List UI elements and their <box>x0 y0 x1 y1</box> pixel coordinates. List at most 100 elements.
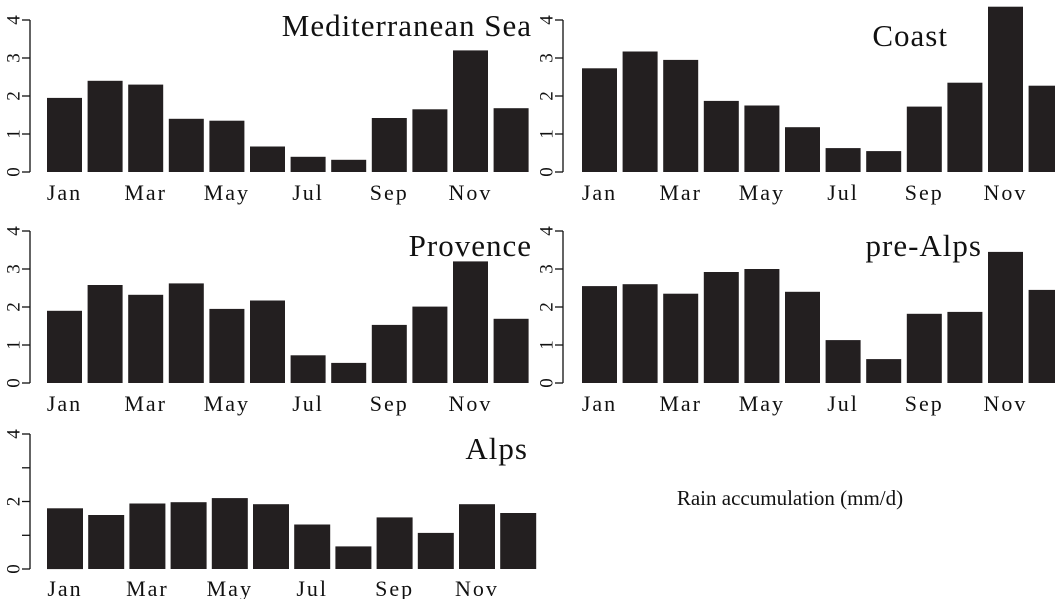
bar-sep <box>371 118 407 172</box>
chart-panel-3: 0 1 2 3 4 Jan Mar May Jul Sep Nov Provence <box>3 226 532 416</box>
bar-jan <box>582 286 617 383</box>
x-tick-label-sep: Sep <box>370 180 409 205</box>
bar-mar <box>663 59 699 172</box>
bar-dec <box>493 318 529 383</box>
x-tick-label-jul: Jul <box>827 180 859 205</box>
bar-jan <box>47 310 82 383</box>
y-tick-label: 0 <box>536 167 557 177</box>
chart-panel-5: 0 2 4 Jan Mar May Jul Sep Nov Alps <box>3 429 537 599</box>
bar-may <box>209 120 245 172</box>
bar-jul <box>290 355 326 383</box>
panel-title: Provence <box>409 228 532 263</box>
bar-apr <box>168 118 204 172</box>
chart-panel-2: 0 1 2 3 4 Jan Mar May Jul Sep Nov Coast <box>536 6 1055 205</box>
y-tick-label: 2 <box>3 302 24 312</box>
bar-dec <box>500 513 537 569</box>
bar-jun <box>253 504 289 569</box>
bar-sep <box>906 313 942 383</box>
bar-jul <box>290 156 326 172</box>
bar-jun <box>785 291 820 383</box>
y-tick-label: 3 <box>3 264 24 274</box>
panel-title: Alps <box>465 431 528 466</box>
x-tick-label-nov: Nov <box>984 180 1028 205</box>
bar-dec <box>493 108 529 172</box>
y-tick-label: 0 <box>3 167 24 177</box>
bar-nov <box>453 50 488 172</box>
x-tick-label-may: May <box>204 180 250 205</box>
x-tick-label-may: May <box>204 391 250 416</box>
bar-jan <box>47 97 82 172</box>
x-tick-label-sep: Sep <box>370 391 409 416</box>
x-tick-label-may: May <box>207 576 253 599</box>
bar-feb <box>622 284 658 383</box>
x-tick-label-may: May <box>739 180 785 205</box>
x-tick-label-jan: Jan <box>47 180 82 205</box>
panel-title: Coast <box>872 18 948 53</box>
bar-jan <box>47 508 83 570</box>
bar-jan <box>582 68 617 172</box>
bar-feb <box>87 285 123 383</box>
bar-dec <box>1028 85 1055 172</box>
bar-aug <box>866 359 902 383</box>
bar-aug <box>866 151 902 172</box>
bar-oct <box>412 109 448 172</box>
panel-title: pre-Alps <box>866 228 982 263</box>
bar-jun <box>785 127 820 172</box>
bar-jun <box>250 146 285 172</box>
bar-apr <box>168 283 204 383</box>
x-tick-label-jan: Jan <box>582 391 617 416</box>
bar-may <box>744 269 780 383</box>
x-tick-label-mar: Mar <box>659 180 702 205</box>
x-tick-label-nov: Nov <box>449 391 493 416</box>
bar-nov <box>453 261 488 383</box>
bar-jun <box>250 300 285 383</box>
bar-mar <box>129 503 166 569</box>
bar-may <box>211 498 248 569</box>
y-tick-label: 4 <box>3 15 24 25</box>
y-tick-label: 4 <box>536 226 557 236</box>
bar-apr <box>703 272 739 383</box>
bar-jul <box>825 340 861 383</box>
bar-mar <box>663 293 699 383</box>
bar-sep <box>906 106 942 172</box>
x-tick-label-jul: Jul <box>296 576 328 599</box>
x-tick-label-mar: Mar <box>124 180 167 205</box>
bar-jul <box>294 524 331 569</box>
x-tick-label-sep: Sep <box>905 180 944 205</box>
y-tick-label: 2 <box>3 91 24 101</box>
bar-feb <box>87 80 123 172</box>
chart-panel-4: 0 1 2 3 4 Jan Mar May Jul Sep Nov pre-Alps <box>536 226 1055 416</box>
panel-title: Mediterranean Sea <box>282 8 532 43</box>
y-tick-label: 4 <box>536 15 557 25</box>
bar-oct <box>417 532 454 569</box>
x-tick-label-jul: Jul <box>827 391 859 416</box>
x-tick-label-jul: Jul <box>292 180 324 205</box>
y-tick-label: 1 <box>536 340 557 350</box>
x-tick-label-jan: Jan <box>47 391 82 416</box>
bar-may <box>209 308 245 383</box>
bar-nov <box>988 251 1023 383</box>
bar-sep <box>376 517 413 569</box>
bar-jul <box>825 148 861 172</box>
bar-aug <box>331 362 367 383</box>
y-tick-label: 1 <box>536 129 557 139</box>
x-tick-label-mar: Mar <box>659 391 702 416</box>
bar-nov <box>459 504 495 569</box>
y-tick-label: 0 <box>3 564 24 574</box>
bar-aug <box>335 546 372 569</box>
bar-oct <box>947 311 983 383</box>
y-tick-label: 1 <box>3 340 24 350</box>
x-tick-label-jan: Jan <box>582 180 617 205</box>
bar-feb <box>88 515 125 569</box>
y-tick-label: 3 <box>536 264 557 274</box>
figure-caption: Rain accumulation (mm/d) <box>676 486 904 510</box>
y-tick-label: 4 <box>3 226 24 236</box>
bar-may <box>744 105 780 172</box>
y-tick-label: 0 <box>3 378 24 388</box>
bar-mar <box>128 84 164 172</box>
y-tick-label: 2 <box>536 302 557 312</box>
y-tick-label: 2 <box>536 91 557 101</box>
bar-dec <box>1028 289 1055 383</box>
y-tick-label: 4 <box>3 429 24 439</box>
